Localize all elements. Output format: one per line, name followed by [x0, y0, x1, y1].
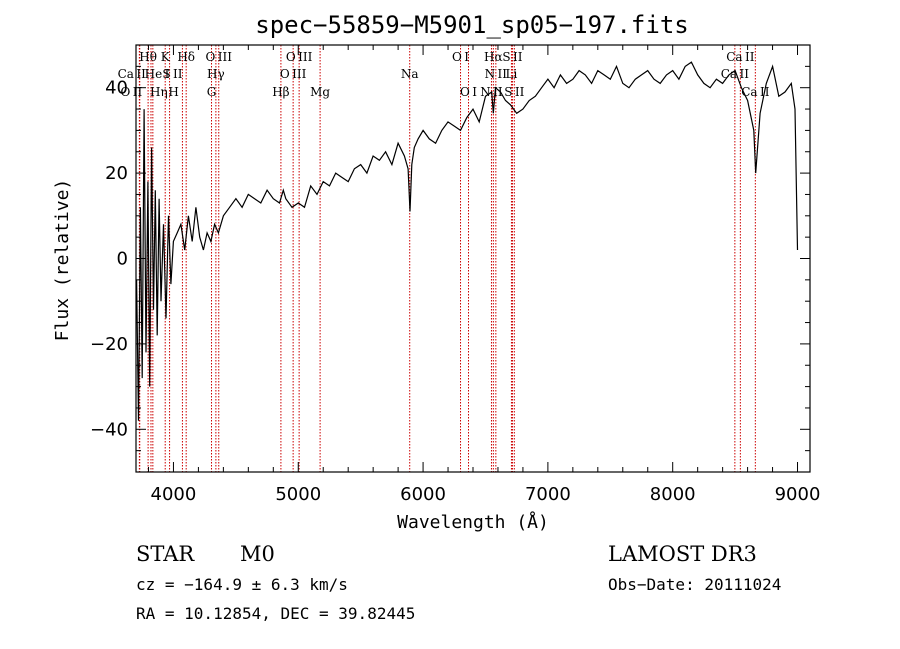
- spectral-line-label: Ca II: [721, 67, 749, 81]
- survey-name: LAMOST DR3: [608, 542, 757, 566]
- spectral-line-label: O III: [206, 50, 233, 64]
- spectral-line-label: O III: [286, 50, 313, 64]
- spectral-line-label: N II: [485, 67, 508, 81]
- spectral-line-label: Hθ: [139, 50, 157, 64]
- observation-date: Obs−Date: 20111024: [608, 575, 781, 594]
- spectral-line-label: S II: [162, 67, 182, 81]
- spectral-line-label: Na: [401, 67, 419, 81]
- spectral-line-label: Hα: [484, 50, 503, 64]
- spectral-line-label: H: [168, 85, 178, 99]
- x-tick-label: 6000: [400, 484, 446, 505]
- spectral-line-label: O I: [452, 50, 469, 64]
- chart-title: spec−55859−M5901_sp05−197.fits: [255, 11, 688, 39]
- object-subclass: M0: [240, 542, 275, 566]
- x-tick-label: 9000: [775, 484, 821, 505]
- y-tick-label: −20: [90, 334, 128, 355]
- spectral-line-label: O I: [460, 85, 477, 99]
- spectral-line-label: S II: [502, 50, 522, 64]
- spectral-line-label: O II: [121, 85, 143, 99]
- spectral-line-label: Hη: [150, 85, 168, 99]
- spectral-line-label: K: [161, 50, 171, 64]
- spectral-lines-layer: [138, 45, 756, 472]
- spectral-line-label: Hγ: [207, 67, 225, 81]
- object-class: STAR: [136, 542, 195, 566]
- spectral-line-label: Ca II: [726, 50, 754, 64]
- x-tick-label: 5000: [275, 484, 321, 505]
- x-axis-label: Wavelength (Å): [397, 511, 549, 533]
- x-tick-label: 7000: [525, 484, 571, 505]
- spectral-line-label: Hβ: [272, 85, 289, 99]
- spectral-line-label: Mg: [310, 85, 330, 99]
- flux-series-line: [136, 61, 799, 421]
- coordinates-readout: RA = 10.12854, DEC = 39.82445: [136, 604, 415, 623]
- spectral-line-label: O III: [280, 67, 307, 81]
- spectral-line-label: Hδ: [177, 50, 195, 64]
- y-axis-ticks: −40 −20 0 20 40: [90, 44, 810, 473]
- y-axis-label: Flux (relative): [52, 179, 73, 342]
- y-tick-label: 20: [105, 163, 128, 184]
- y-tick-label: 0: [117, 249, 128, 270]
- spectral-line-label: Ca II: [118, 67, 146, 81]
- spectral-line-label: Ca II: [741, 85, 769, 99]
- y-tick-label: −40: [90, 419, 128, 440]
- spectral-line-labels: Ca II O II Hθ He I Hη K H S II Hδ O III Hγ G Hβ O III…: [118, 50, 770, 99]
- x-tick-label: 8000: [650, 484, 696, 505]
- spectral-line-label: He I: [145, 67, 170, 81]
- redshift-readout: cz = −164.9 ± 6.3 km/s: [136, 575, 348, 594]
- x-axis-ticks: 4000 5000 6000 7000 8000 9000: [147, 45, 821, 505]
- spectral-line-label: Li: [506, 67, 518, 81]
- spectral-line-label: G: [207, 85, 217, 99]
- spectral-line-label: S II: [504, 85, 524, 99]
- x-tick-label: 4000: [151, 484, 197, 505]
- y-tick-label: 40: [105, 78, 128, 99]
